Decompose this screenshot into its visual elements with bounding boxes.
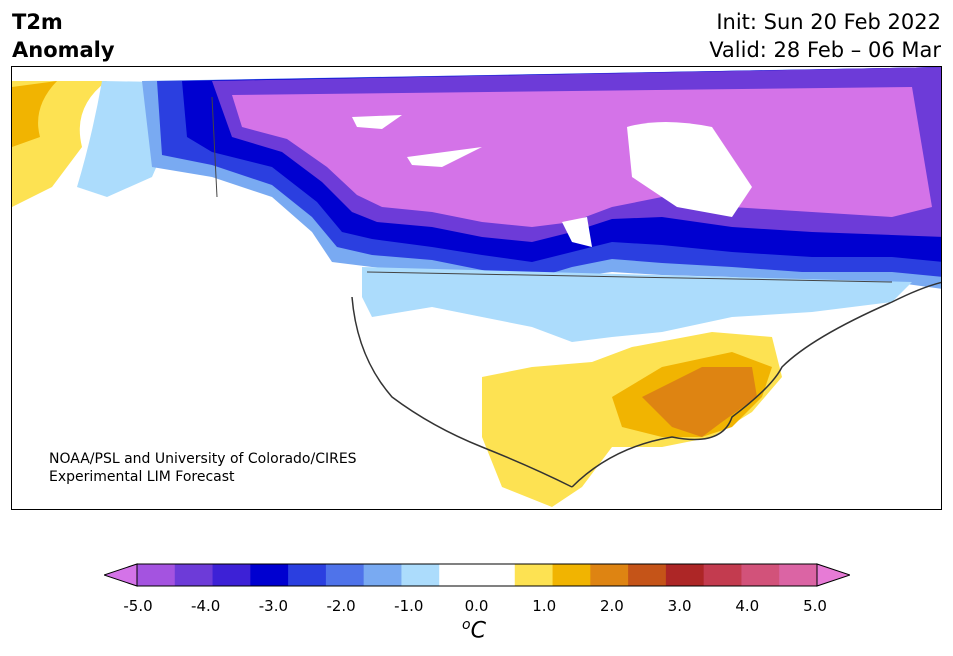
colorbar-segment xyxy=(741,564,780,586)
init-date: Init: Sun 20 Feb 2022 xyxy=(716,10,941,34)
colorbar-segment xyxy=(250,564,289,586)
colorbar-tick-label: -4.0 xyxy=(191,597,221,615)
title-line-1: T2m xyxy=(12,10,63,34)
colorbar-segment xyxy=(325,564,365,586)
colorbar-extend-high xyxy=(816,563,850,587)
colorbar-tick-label: 5.0 xyxy=(803,597,827,615)
great-bear-lake xyxy=(352,115,402,129)
colorbar-segment xyxy=(590,564,629,586)
us-north-cool xyxy=(362,267,912,342)
us-southeast-warm-core xyxy=(642,367,757,437)
colorbar-segment xyxy=(477,564,516,586)
unit-base: C xyxy=(470,618,486,644)
colorbar-ticks: -5.0 -4.0 -3.0 -2.0 -1.0 0.0 1.0 2.0 3.0 4.0 5.0 xyxy=(0,597,953,617)
colorbar-tick-label: -1.0 xyxy=(394,597,424,615)
colorbar-tick-label: 2.0 xyxy=(599,597,624,615)
colorbar-segment xyxy=(514,564,554,586)
west-coastline xyxy=(351,296,573,488)
colorbar-segment xyxy=(212,564,251,586)
colorbar-segment xyxy=(439,564,478,586)
credit-line-1: NOAA/PSL and University of Colorado/CIRE… xyxy=(49,451,357,467)
colorbar-segment xyxy=(401,564,440,586)
colorbar-segment xyxy=(628,564,667,586)
credit-text: NOAA/PSL and University of Colorado/CIRE… xyxy=(49,450,357,486)
colorbar-segment xyxy=(363,564,402,586)
map-title: T2m Anomaly xyxy=(12,8,115,64)
colorbar-tick-label: 4.0 xyxy=(735,597,760,615)
credit-line-2: Experimental LIM Forecast xyxy=(49,469,235,485)
great-slave-lake xyxy=(407,147,482,167)
unit-label: oC xyxy=(462,617,486,643)
colorbar-tick-label: 1.0 xyxy=(532,597,557,615)
colorbar xyxy=(104,563,850,587)
colorbar-segment xyxy=(779,564,818,586)
colorbar-tick-label: 0.0 xyxy=(464,597,489,615)
colorbar-tick-label: -2.0 xyxy=(326,597,356,615)
colorbar-tick-label: -3.0 xyxy=(258,597,289,615)
us-canada-border xyxy=(366,271,893,283)
lake-winnipeg xyxy=(562,217,592,247)
canada-cold-core xyxy=(232,87,932,227)
colorbar-segment xyxy=(137,564,176,586)
colorbar-extend-low xyxy=(104,563,138,587)
hudson-bay xyxy=(627,122,752,217)
colorbar-tick-label: 3.0 xyxy=(667,597,692,615)
colorbar-segment xyxy=(288,564,327,586)
degree-sup: o xyxy=(462,617,471,633)
map-graphic xyxy=(12,67,941,509)
colorbar-segment xyxy=(665,564,705,586)
alaska-warm-core xyxy=(12,81,57,147)
anomaly-map xyxy=(11,66,942,510)
colorbar-segment xyxy=(552,564,591,586)
colorbar-segment xyxy=(174,564,214,586)
forecast-dates: Init: Sun 20 Feb 2022 Valid: 28 Feb – 06… xyxy=(709,8,941,64)
east-coastline xyxy=(571,281,941,488)
colorbar-tick-label: -5.0 xyxy=(123,597,153,615)
alaska-border xyxy=(211,96,218,198)
valid-range: Valid: 28 Feb – 06 Mar xyxy=(709,38,941,62)
title-line-2: Anomaly xyxy=(12,38,115,62)
colorbar-outline xyxy=(136,563,818,587)
colorbar-segment xyxy=(703,564,742,586)
